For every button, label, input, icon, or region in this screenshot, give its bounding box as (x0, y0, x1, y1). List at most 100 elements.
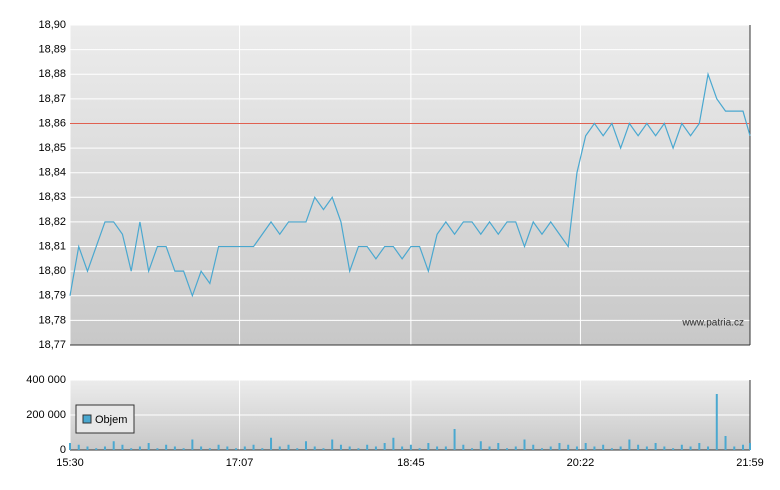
y-tick-label: 18,81 (38, 240, 66, 252)
volume-bar (86, 446, 89, 450)
volume-bar (208, 448, 211, 450)
volume-bar (444, 446, 447, 450)
volume-bar (392, 437, 395, 450)
y-tick-label: 18,86 (38, 117, 66, 129)
volume-bar (348, 446, 351, 450)
volume-bar (575, 446, 578, 450)
volume-bar (602, 444, 605, 450)
volume-bar (418, 448, 421, 450)
y-tick-label: 18,88 (38, 68, 66, 80)
y-tick-label: 18,84 (38, 167, 66, 179)
volume-bar (296, 448, 299, 450)
volume-bar (698, 443, 701, 450)
volume-bar (383, 443, 386, 450)
volume-bar (610, 448, 613, 450)
volume-bar (689, 446, 692, 450)
volume-bar (654, 443, 657, 450)
y-tick-label: 0 (60, 444, 66, 456)
volume-bar (322, 448, 325, 450)
volume-bar (471, 448, 474, 450)
y-tick-label: 18,87 (38, 93, 66, 105)
x-tick-label: 20:22 (567, 457, 595, 469)
volume-bar (182, 448, 185, 450)
volume-bar (749, 443, 751, 450)
volume-bar (724, 436, 727, 450)
volume-bar (488, 446, 491, 450)
y-tick-label: 18,89 (38, 44, 66, 56)
volume-bar (121, 444, 124, 450)
y-tick-label: 18,82 (38, 216, 66, 228)
x-tick-label: 21:59 (736, 457, 764, 469)
volume-bar (261, 448, 264, 450)
volume-bar (584, 443, 587, 450)
y-tick-label: 400 000 (26, 374, 66, 386)
volume-bar (436, 446, 439, 450)
y-tick-label: 18,83 (38, 191, 66, 203)
volume-bar (540, 448, 543, 450)
watermark: www.patria.cz (681, 318, 744, 329)
volume-bar (191, 439, 194, 450)
volume-bar (156, 448, 159, 450)
volume-bar (226, 446, 229, 450)
y-tick-label: 18,77 (38, 339, 66, 351)
y-tick-label: 18,80 (38, 265, 66, 277)
volume-bar (479, 441, 482, 450)
price-line (69, 71, 751, 298)
volume-bar (558, 443, 561, 450)
volume-bar (514, 446, 517, 450)
volume-bar (165, 444, 168, 450)
volume-bar (95, 448, 98, 450)
volume-bar (313, 446, 316, 450)
x-tick-label: 18:45 (397, 457, 425, 469)
volume-bar (453, 429, 456, 450)
volume-bar (77, 444, 80, 450)
volume-bar (235, 448, 238, 450)
volume-bar (462, 444, 465, 450)
volume-bar (173, 446, 176, 450)
volume-bar (252, 444, 255, 450)
volume-bar (427, 443, 430, 450)
volume-bar (523, 439, 526, 450)
volume-bar (593, 446, 596, 450)
volume-bar (663, 446, 666, 450)
y-tick-label: 18,79 (38, 290, 66, 302)
volume-bar (357, 448, 360, 450)
x-tick-label: 15:30 (56, 457, 84, 469)
volume-bar (733, 446, 736, 450)
volume-bar (366, 444, 369, 450)
volume-bar (401, 446, 404, 450)
volume-bar (619, 446, 622, 450)
volume-bar (69, 443, 71, 450)
legend-label: Objem (95, 414, 127, 426)
volume-bar (304, 441, 307, 450)
legend-swatch (82, 414, 92, 424)
volume-bar (147, 443, 150, 450)
volume-bar (680, 444, 683, 450)
volume-bar (628, 439, 631, 450)
volume-bar (130, 448, 133, 450)
volume-bar (287, 444, 290, 450)
volume-bar (374, 446, 377, 450)
volume-bar (742, 444, 745, 450)
volume-bar (497, 443, 500, 450)
volume-bar (549, 446, 552, 450)
volume-bar (331, 439, 334, 450)
volume-bar (645, 446, 648, 450)
volume-bar (243, 446, 246, 450)
y-tick-label: 18,78 (38, 314, 66, 326)
volume-bar (532, 444, 535, 450)
y-tick-label: 18,85 (38, 142, 66, 154)
volume-bar (103, 446, 106, 450)
y-tick-label: 200 000 (26, 409, 66, 421)
volume-bar (217, 444, 220, 450)
volume-bar (278, 446, 281, 450)
volume-bar (138, 446, 141, 450)
volume-bar (715, 394, 718, 450)
volume-bar (339, 444, 342, 450)
volume-bar (506, 448, 509, 450)
volume-bar (270, 437, 273, 450)
y-tick-label: 18,90 (38, 19, 66, 31)
volume-bar (567, 444, 570, 450)
volume-bar (637, 444, 640, 450)
